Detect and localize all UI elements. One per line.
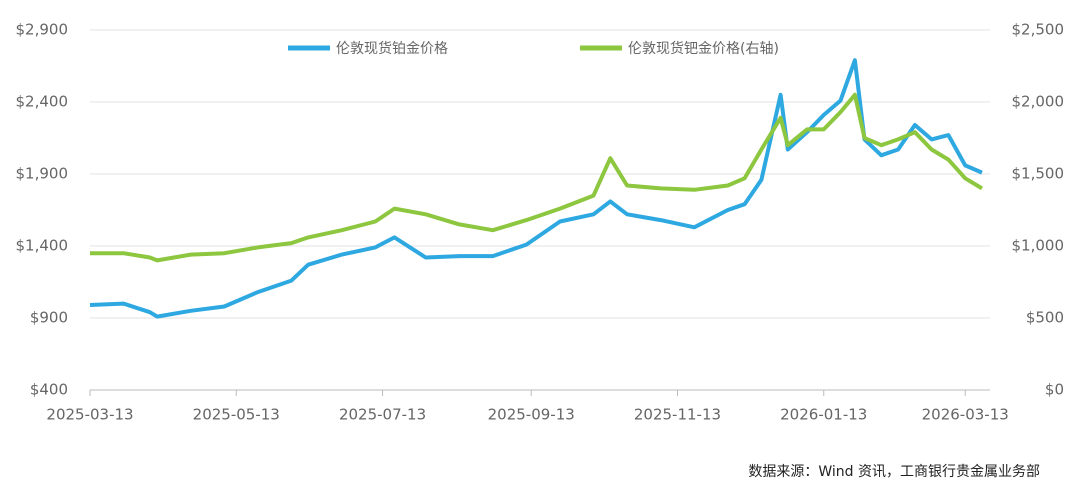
legend: 伦敦现货铂金价格 伦敦现货钯金价格(右轴) xyxy=(288,40,779,57)
y-tick-label: $1,900 xyxy=(16,165,69,183)
source-note: 数据来源：Wind 资讯，工商银行贵金属业务部 xyxy=(748,464,1040,480)
x-tick-label: 2025-03-13 xyxy=(46,406,133,424)
x-tick-label: 2025-05-13 xyxy=(193,406,280,424)
y2-tick-label: $2,000 xyxy=(1012,93,1065,111)
y2-tick-label: $1,500 xyxy=(1012,165,1065,183)
x-tick-label: 2025-07-13 xyxy=(339,406,426,424)
y-tick-label: $2,400 xyxy=(16,93,69,111)
y-tick-label: $900 xyxy=(30,309,68,327)
y-tick-label: $400 xyxy=(30,381,68,399)
y-tick-label: $1,400 xyxy=(16,237,69,255)
series-line xyxy=(90,92,984,263)
x-tick-label: 2025-09-13 xyxy=(488,406,575,424)
y2-tick-label: $1,000 xyxy=(1012,237,1065,255)
x-tick-label: 2026-01-13 xyxy=(780,406,867,424)
y-tick-label: $2,900 xyxy=(16,21,69,39)
series-line xyxy=(89,58,983,319)
y2-tick-label: $2,500 xyxy=(1012,21,1065,39)
legend-label: 伦敦现货钯金价格(右轴) xyxy=(628,40,779,57)
y2-tick-label: $0 xyxy=(1045,381,1064,399)
y2-tick-label: $500 xyxy=(1026,309,1064,327)
x-tick-label: 2026-03-13 xyxy=(922,406,1009,424)
x-tick-label: 2025-11-13 xyxy=(634,406,721,424)
legend-label: 伦敦现货铂金价格 xyxy=(336,40,448,57)
